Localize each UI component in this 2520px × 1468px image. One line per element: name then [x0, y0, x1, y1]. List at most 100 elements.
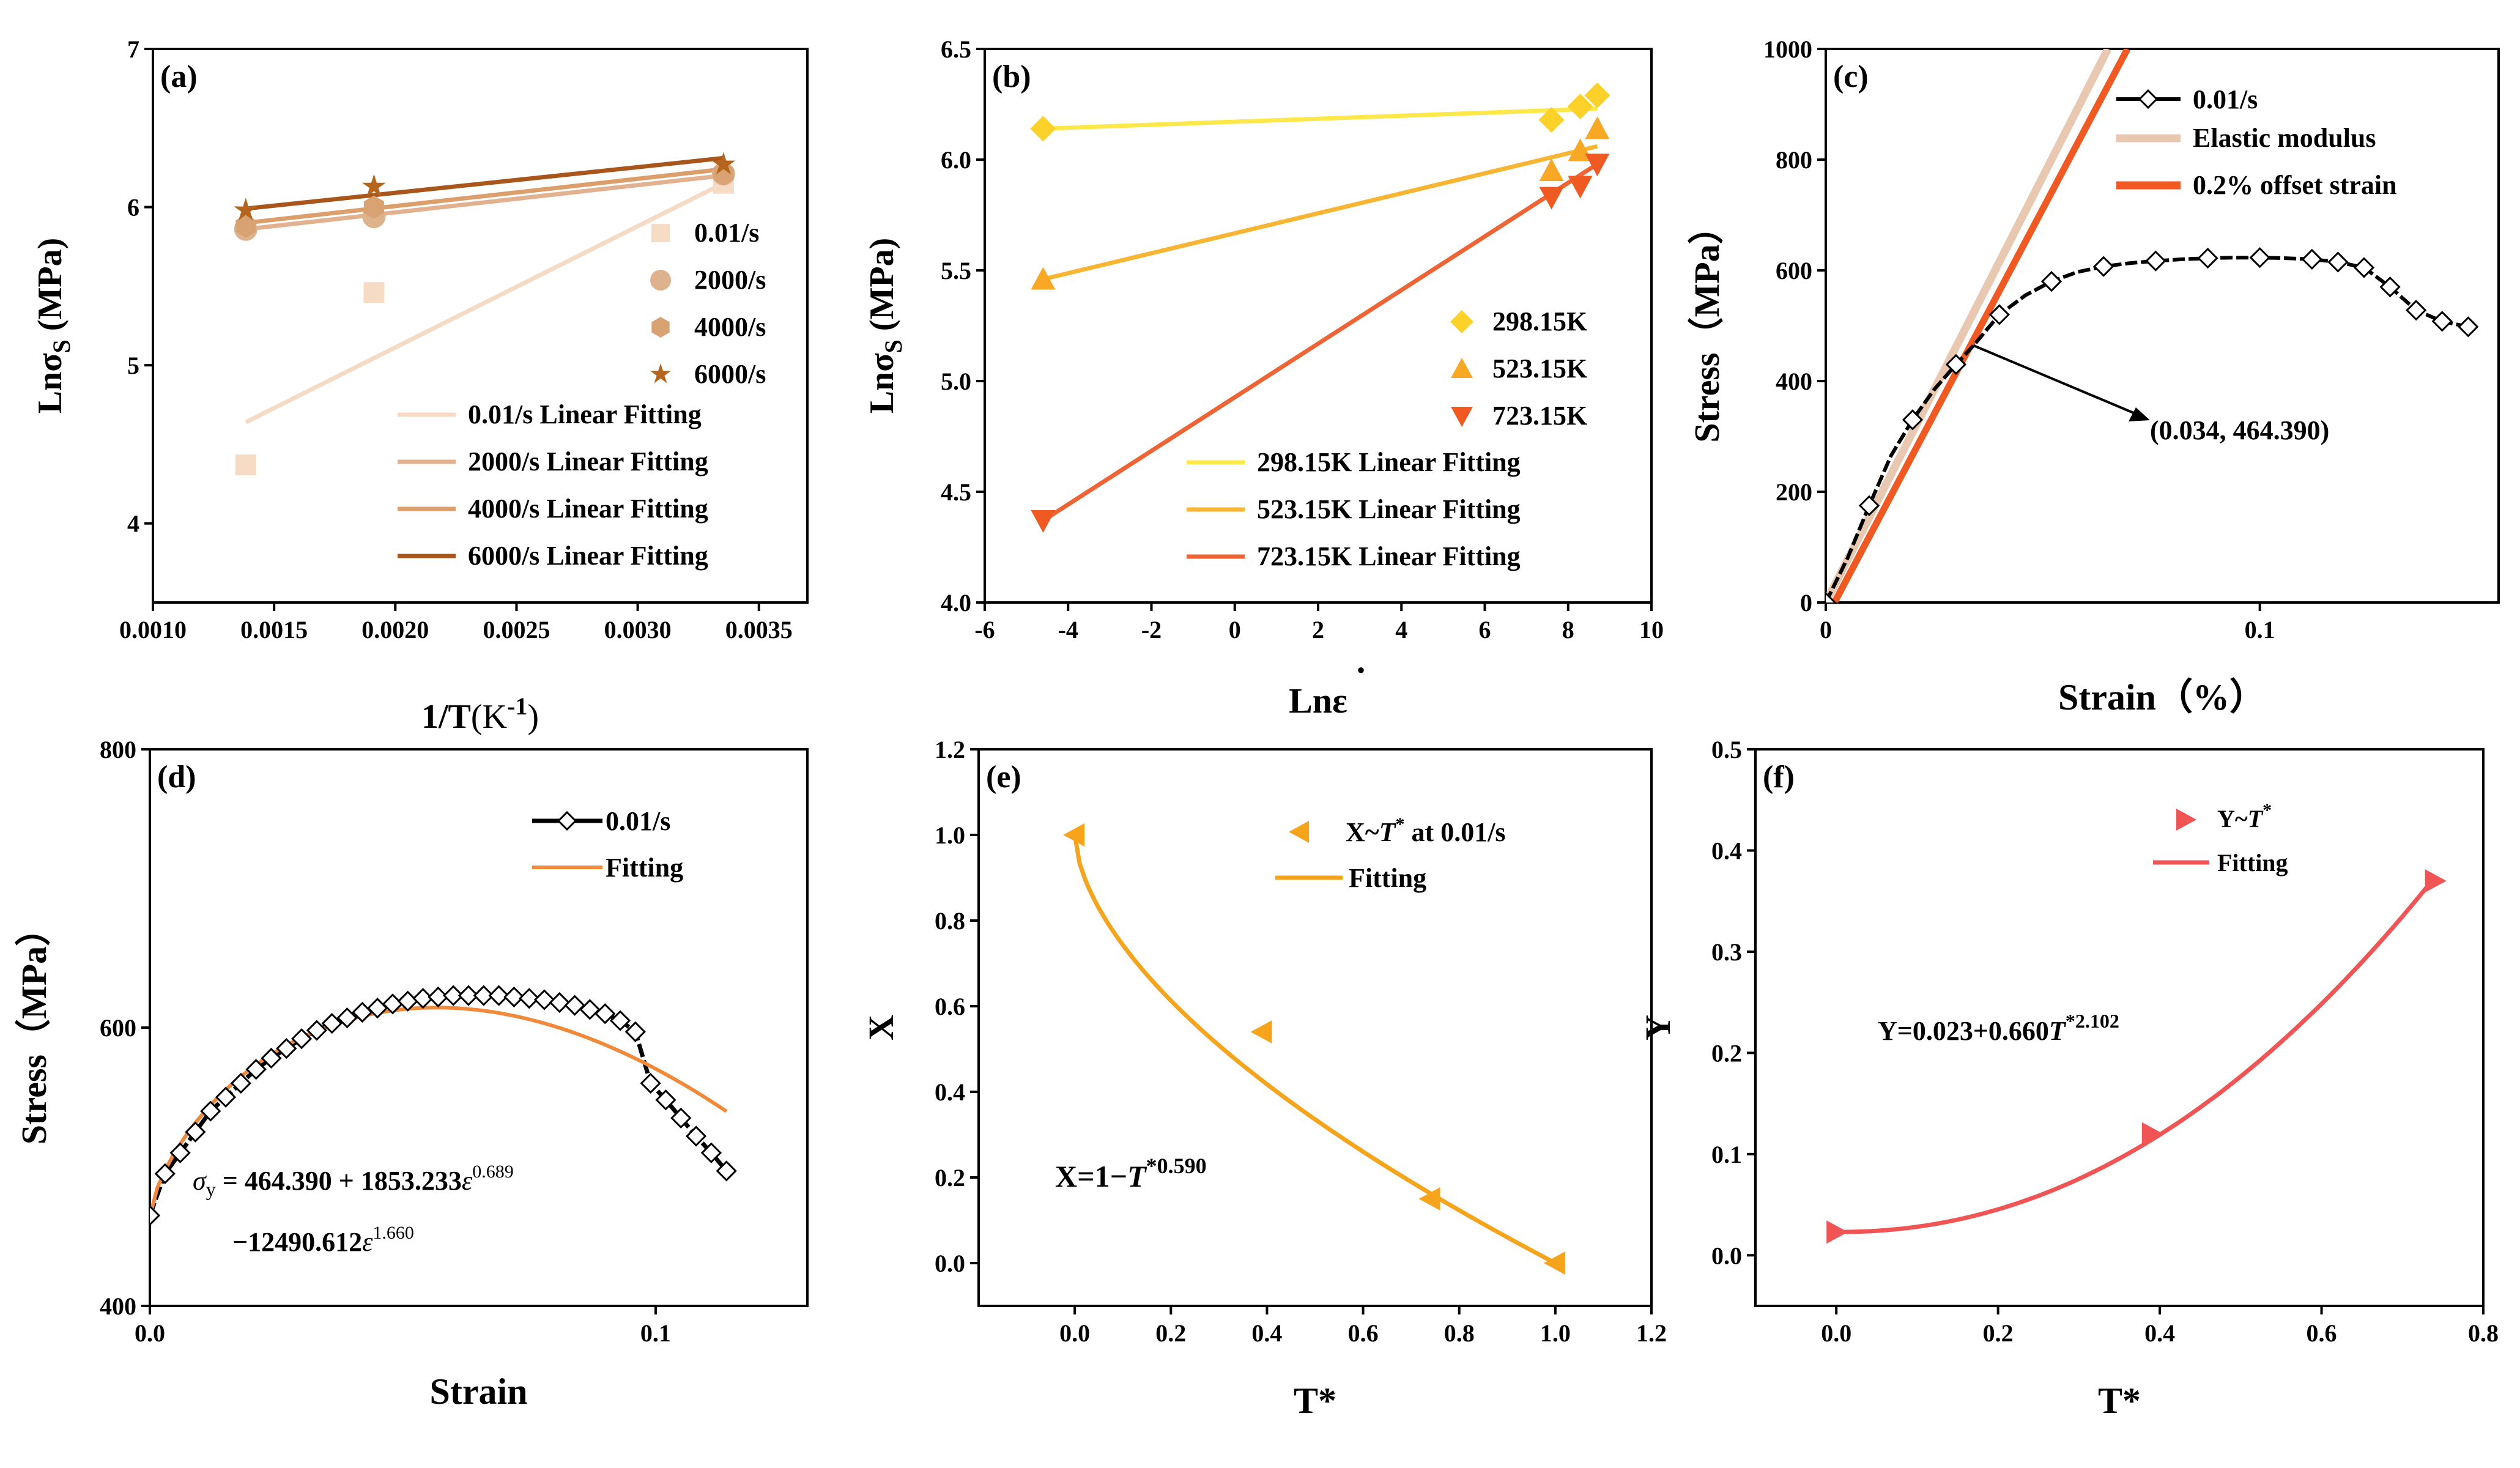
data-point: [1031, 510, 1055, 533]
fit-line: [1834, 49, 2127, 602]
equation-eps: ε: [362, 1227, 373, 1257]
legend-label: Fitting: [1349, 863, 1426, 893]
equation-text: −12490.612: [232, 1227, 362, 1257]
equation-text: X=1−: [1055, 1159, 1127, 1193]
equation-exp: 1.660: [372, 1223, 414, 1243]
equation-sup: *2.102: [2066, 1010, 2119, 1032]
fit-line: [1043, 146, 1597, 279]
data-point: [2303, 250, 2321, 269]
y-tick-label: 5.5: [941, 257, 971, 284]
x-axis-label: Lnε: [1289, 681, 1347, 721]
plot-frame: [1826, 49, 2499, 602]
legend-label: 298.15K Linear Fitting: [1257, 447, 1521, 477]
x-tick-label: 4: [1395, 616, 1407, 643]
legend-marker: [1451, 358, 1473, 378]
y-tick-label: 200: [1776, 478, 1812, 506]
data-point: [1030, 116, 1056, 141]
x-axis-label-main: 1/T: [421, 698, 471, 736]
y-tick-label: 400: [1776, 368, 1812, 395]
legend-label: 523.15K Linear Fitting: [1257, 494, 1521, 524]
x-tick-label: 0.0: [1059, 1319, 1090, 1347]
panel-c: 0 0.102004006008001000(c)Strain（%）Stress（…: [1687, 35, 2499, 717]
y-axis-label-sub: S: [880, 339, 907, 353]
x-tick-label: 0.0: [135, 1319, 165, 1347]
equation: X=1−T*0.590: [1055, 1154, 1207, 1193]
data-point: [1540, 158, 1564, 181]
equation-sub: y: [206, 1178, 216, 1200]
x-tick-label: 0.0035: [725, 616, 793, 643]
y-tick-label: 0.2: [1711, 1039, 1742, 1067]
y-tick-label: 4.0: [941, 589, 971, 617]
y-tick-label: 0.6: [935, 993, 965, 1020]
fit-line: [1043, 109, 1597, 129]
y-axis-label: LnσS (MPa): [31, 238, 75, 414]
x-tick-label: 0.0015: [240, 616, 308, 643]
y-tick-label: 800: [100, 736, 136, 763]
x-tick-label: 1.2: [1636, 1319, 1667, 1347]
data-point: [2042, 272, 2061, 291]
y-tick-label: 7: [127, 35, 139, 63]
x-tick-label: 8: [1562, 616, 1574, 643]
x-tick-label: 0.0: [1821, 1319, 1851, 1347]
y-tick-label: 0.1: [1711, 1141, 1742, 1168]
y-axis-label-sub: S: [48, 339, 75, 353]
legend-label: 2000/s: [694, 265, 766, 295]
equation-eps: ε: [462, 1166, 473, 1196]
legend-marker: [2140, 91, 2157, 108]
equation-line-1: σy = 464.390 + 1853.233ε0.689: [193, 1162, 514, 1200]
legend-marker: [1450, 310, 1473, 333]
x-axis-label: Strain（%）: [2058, 677, 2266, 717]
y-tick-label: 6: [127, 194, 139, 221]
equation: Y=0.023+0.660T*2.102: [1878, 1010, 2119, 1046]
equation-sigma: σ: [193, 1166, 207, 1196]
y-tick-label: 0: [1800, 589, 1812, 617]
fit-line: [1826, 49, 2108, 602]
y-tick-label: 0.4: [1711, 837, 1742, 864]
y-axis-label-unit: (MPa): [31, 238, 69, 339]
data-point: [1251, 1020, 1272, 1044]
data-point: [2459, 317, 2477, 336]
legend-text-t: T: [1379, 817, 1397, 847]
plot-area: [1063, 823, 1565, 1275]
panel-d: 0.0 0.1400600800(d)StrainStress（MPa）0.01/…: [14, 736, 807, 1412]
legend-text-t: T: [2248, 805, 2264, 832]
legend-label: 2000/s Linear Fitting: [468, 447, 708, 476]
panel-label: (c): [1833, 59, 1869, 94]
x-tick-label: 0.8: [2468, 1319, 2499, 1347]
legend-marker: [2176, 809, 2196, 831]
legend-text-star: *: [2262, 800, 2272, 820]
x-axis-label-dot: ·: [1355, 650, 1366, 690]
y-tick-label: 1000: [1763, 35, 1812, 63]
y-tick-label: 6.0: [941, 146, 971, 174]
panel-label: (d): [157, 760, 196, 795]
x-tick-label: 0.0030: [604, 616, 672, 643]
legend-label: 0.01/s: [2193, 84, 2258, 114]
equation-exp: 0.689: [472, 1162, 514, 1182]
legend-marker: [651, 224, 670, 242]
y-tick-label: 600: [100, 1014, 136, 1042]
y-tick-label: 0.2: [935, 1164, 965, 1192]
y-tick-label: 400: [100, 1292, 136, 1320]
y-tick-label: 5: [127, 352, 139, 379]
legend-label: 0.01/s Linear Fitting: [468, 399, 702, 429]
x-axis-label-main: Lnε: [1289, 681, 1347, 721]
x-axis-label: T*: [2098, 1381, 2141, 1421]
equation-text: Y=0.023+0.660: [1878, 1016, 2049, 1046]
data-point: [1826, 1220, 1848, 1244]
legend-label: 723.15K Linear Fitting: [1257, 541, 1521, 571]
x-tick-label: 1.0: [1540, 1319, 1571, 1347]
y-tick-label: 4.5: [941, 478, 971, 506]
y-tick-label: 800: [1776, 146, 1812, 174]
legend-text: X~: [1346, 817, 1379, 847]
legend-label: X~T* at 0.01/s: [1346, 814, 1506, 847]
panel-f: 0.0 0.2 0.4 0.6 0.80.00.10.20.30.40.5(f)T*YY…: [1638, 736, 2499, 1421]
x-tick-label: 0.6: [1348, 1319, 1379, 1347]
y-tick-label: 0.0: [935, 1250, 965, 1277]
equation-t: T: [2049, 1016, 2067, 1046]
legend-text: Y~: [2217, 805, 2248, 832]
x-tick-label: 0: [1229, 616, 1241, 643]
y-tick-label: 0.8: [935, 907, 965, 935]
x-tick-label: 0.8: [1444, 1319, 1475, 1347]
data-point: [141, 1206, 159, 1225]
x-tick-label: -6: [974, 616, 995, 643]
